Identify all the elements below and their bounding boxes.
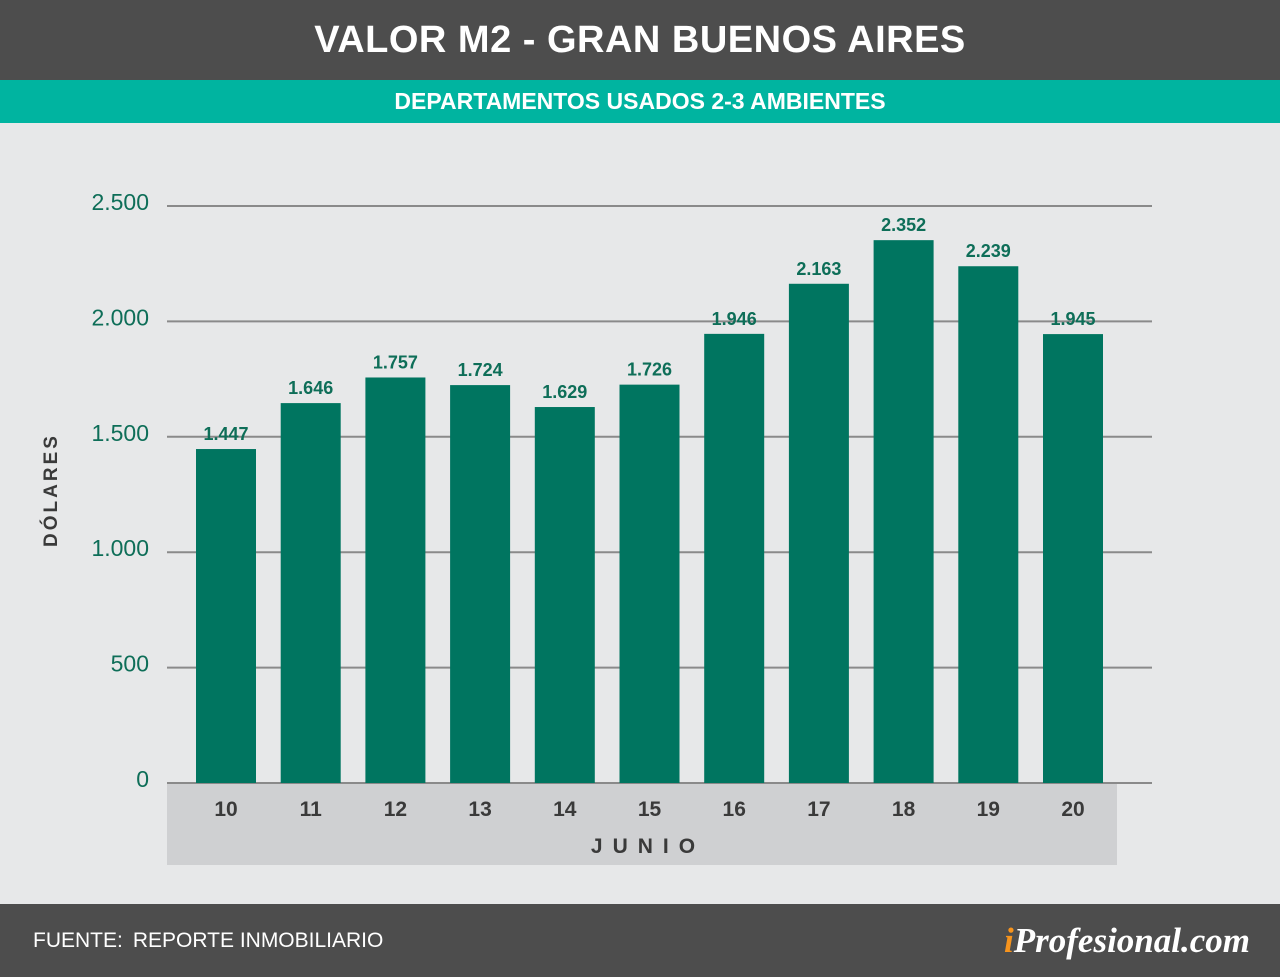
data-label: 1.646 xyxy=(288,378,333,398)
x-tick-label: 18 xyxy=(892,798,916,821)
bar xyxy=(873,240,934,784)
x-tick-label: 20 xyxy=(1061,798,1084,821)
bar xyxy=(619,384,680,783)
bar xyxy=(280,403,341,783)
data-label: 1.946 xyxy=(712,309,757,329)
x-tick-label: 10 xyxy=(214,798,237,821)
source-value: REPORTE INMOBILIARIO xyxy=(132,928,384,952)
logo-prefix: i xyxy=(1004,920,1014,960)
y-tick-label: 500 xyxy=(111,651,149,677)
bar xyxy=(958,266,1019,784)
bar xyxy=(196,449,256,783)
x-axis-label: JUNIO xyxy=(591,835,705,858)
chart-subtitle: DEPARTAMENTOS USADOS 2-3 AMBIENTES xyxy=(0,80,1280,123)
y-tick-label: 2.000 xyxy=(91,304,149,330)
bar xyxy=(704,333,765,783)
footer: FUENTE: REPORTE INMOBILIARIO i Profesiona… xyxy=(0,904,1280,977)
source-credit: FUENTE: REPORTE INMOBILIARIO xyxy=(33,904,383,977)
data-label: 2.239 xyxy=(966,241,1011,261)
x-tick-label: 14 xyxy=(553,798,577,821)
x-tick-label: 17 xyxy=(807,798,830,821)
bar xyxy=(1043,334,1103,783)
logo-text: Profesional.com xyxy=(1013,920,1250,960)
source-label: FUENTE: xyxy=(33,928,123,952)
data-label: 1.629 xyxy=(542,382,587,402)
iprofesional-logo: i Profesional.com xyxy=(1004,904,1250,977)
data-label: 1.945 xyxy=(1050,309,1095,329)
x-tick-label: 15 xyxy=(638,798,662,821)
data-label: 1.726 xyxy=(627,360,672,380)
data-label: 1.757 xyxy=(373,352,418,372)
chart-title: VALOR M2 - GRAN BUENOS AIRES xyxy=(0,0,1280,80)
data-label: 1.724 xyxy=(458,360,503,380)
y-tick-label: 2.500 xyxy=(91,189,149,215)
data-label: 1.447 xyxy=(203,424,248,444)
bar xyxy=(534,407,595,783)
x-tick-label: 16 xyxy=(723,798,746,821)
x-tick-label: 12 xyxy=(384,798,407,821)
y-tick-label: 0 xyxy=(136,766,149,792)
x-tick-label: 13 xyxy=(468,798,491,821)
bar xyxy=(788,283,849,783)
y-tick-label: 1.000 xyxy=(91,535,149,561)
x-tick-label: 19 xyxy=(977,798,1000,821)
x-tick-label: 11 xyxy=(300,798,323,821)
data-label: 2.163 xyxy=(796,259,841,279)
bar xyxy=(450,385,511,783)
data-label: 2.352 xyxy=(881,215,926,235)
bar xyxy=(365,377,426,783)
x-axis-band xyxy=(167,783,1117,865)
y-tick-label: 1.500 xyxy=(91,420,149,446)
